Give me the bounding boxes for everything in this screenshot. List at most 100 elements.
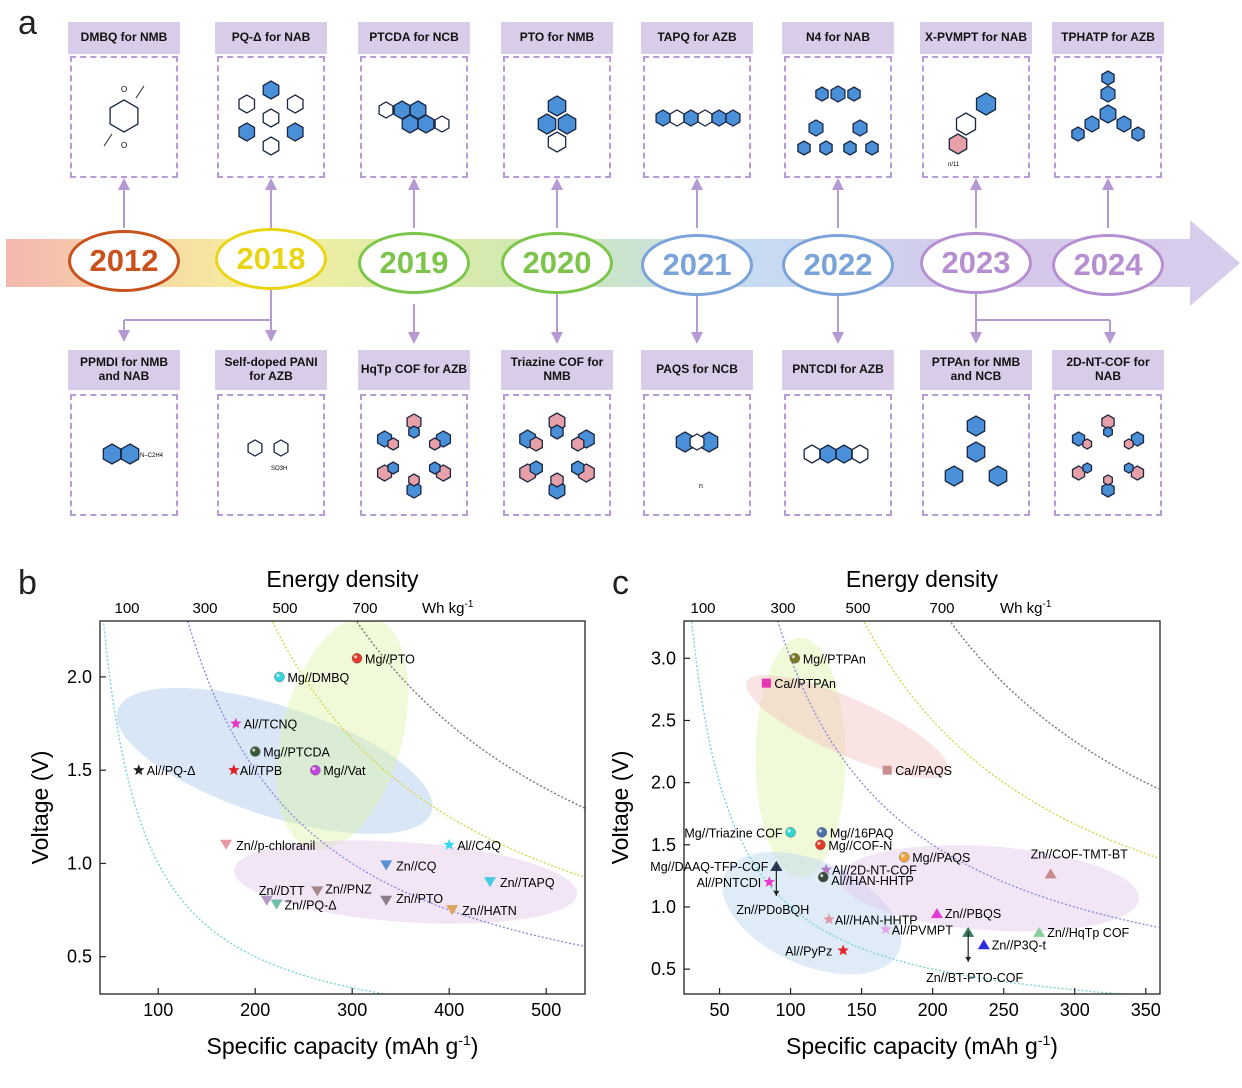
top-material-label: PTCDA for NCB (358, 22, 470, 54)
y-axis-label: Voltage (V) (612, 751, 633, 865)
shaded-regions (116, 621, 578, 924)
data-point-highlight (817, 841, 821, 845)
year-label: 2023 (941, 245, 1011, 280)
annotation-arrowhead (965, 956, 972, 962)
point-label: Zn//TAPQ (500, 876, 555, 890)
point-label: Al//PyPz (785, 944, 832, 958)
data-point (837, 944, 849, 956)
y-tick-label: 1.0 (651, 897, 676, 917)
iso-curve-300 (186, 621, 585, 947)
x-axis-label: Specific capacity (mAh g-1) (207, 1032, 479, 1059)
bottom-structure-frame (360, 394, 468, 516)
xpvmpt-n-label: n/11 (948, 162, 960, 168)
top-material-label: X-PVMPT for NAB (920, 22, 1032, 54)
top-structure-frame (643, 56, 751, 178)
data-point (228, 764, 240, 776)
data-point (815, 839, 826, 850)
data-point-highlight (353, 655, 358, 659)
point-label: Zn//PTO (396, 892, 443, 906)
chart-title: Energy density (846, 566, 999, 592)
point-label: Mg//DMBQ (287, 671, 349, 685)
plot-frame (99, 620, 586, 995)
data-point (310, 764, 321, 776)
data-point (880, 923, 892, 935)
region-ellipse (233, 840, 578, 924)
bottom-material-label: 2D-NT-COF for NAB (1052, 350, 1164, 390)
point-label: Zn//CQ (396, 859, 437, 873)
x-tick-label: 100 (143, 1000, 173, 1020)
data-point (770, 860, 783, 871)
data-point (380, 860, 393, 871)
data-point (899, 852, 910, 863)
bottom-structure-frame: SO3H (217, 394, 325, 516)
svg-text:O: O (121, 141, 127, 150)
top-axis-label: 500 (845, 600, 870, 617)
point-label: Zn//DTT (259, 884, 305, 898)
iso-curve-500 (271, 621, 585, 878)
data-points: Mg//PTO Mg//DMBQ Al//TCNQ Mg//PTCDA Al//PQ-Δ… (133, 652, 555, 918)
data-point (230, 717, 242, 729)
point-label: Zn//COF-TMT-BT (1031, 847, 1129, 861)
bottom-structure-frame: N–C2H4 (70, 394, 178, 516)
data-point (351, 653, 363, 664)
y-tick-label: 0.5 (651, 959, 676, 979)
top-structure-frame (360, 56, 468, 178)
point-label: Zn//HqTp COF (1047, 926, 1129, 940)
top-material-label: DMBQ for NMB (68, 22, 180, 54)
data-point (270, 899, 283, 910)
data-point (823, 913, 835, 925)
year-ellipse-2012: 2012 (68, 230, 180, 292)
year-label: 2019 (379, 245, 449, 280)
plot-frame (683, 620, 1161, 995)
shaded-regions (722, 637, 1140, 975)
top-axis-label: 100 (690, 600, 715, 617)
data-point (882, 765, 892, 775)
x-tick-label: 100 (776, 1000, 806, 1020)
top-material-label: PQ-Δ for NAB (215, 22, 327, 54)
data-point-highlight (791, 655, 795, 659)
x-tick-label: 350 (1131, 1000, 1161, 1020)
paqs-n-label: n (699, 483, 703, 490)
x-axis-label: Specific capacity (mAh g-1) (786, 1032, 1058, 1059)
panel-label-a: a (18, 4, 37, 42)
data-point (818, 871, 829, 883)
data-point-highlight (312, 767, 316, 771)
point-label: Al//TCNQ (244, 718, 298, 732)
region-ellipse (755, 637, 846, 878)
top-material-label: PTO for NMB (501, 22, 613, 54)
data-point (274, 671, 285, 683)
x-tick-label: 300 (337, 1000, 367, 1020)
bottom-material-label: Self-doped PANI for AZB (215, 350, 327, 390)
ppmdi-chain-label: N–C2H4 (140, 453, 164, 459)
top-structure-frame (1054, 56, 1162, 178)
x-tick-label: 200 (240, 1000, 270, 1020)
iso-energy-curves (102, 621, 585, 994)
x-tick-label: 150 (847, 1000, 877, 1020)
top-material-label: N4 for NAB (782, 22, 894, 54)
y-tick-label: 0.5 (67, 947, 92, 967)
top-structure-frame: n/11 (922, 56, 1030, 178)
x-tick-label: 500 (531, 1000, 561, 1020)
timeline-connectors (118, 178, 1116, 344)
x-tick-label: 400 (434, 1000, 464, 1020)
data-point-highlight (252, 748, 256, 752)
point-label: Mg//PTCDA (263, 746, 330, 760)
iso-curve-100 (102, 621, 389, 994)
data-point (785, 827, 796, 838)
point-label: Mg//Triazine COF (684, 826, 783, 840)
x-tick-label: 250 (989, 1000, 1019, 1020)
year-label: 2012 (89, 243, 159, 278)
bottom-structure-frame (784, 394, 892, 516)
top-axis-label: 500 (272, 600, 297, 617)
point-label: Al//2D-NT-COF (832, 864, 917, 878)
top-axis-label: 100 (114, 600, 139, 617)
top-axis-unit: Wh kg-1 (422, 599, 474, 617)
point-label: Zn//PBQS (945, 907, 1001, 921)
top-structure-frame (217, 56, 325, 178)
data-point-highlight (787, 829, 791, 833)
iso-curve-100 (690, 621, 1132, 994)
iso-curve-300 (776, 621, 1159, 929)
y-tick-label: 1.5 (651, 835, 676, 855)
point-label: Al//HAN-HHTP (835, 913, 918, 927)
